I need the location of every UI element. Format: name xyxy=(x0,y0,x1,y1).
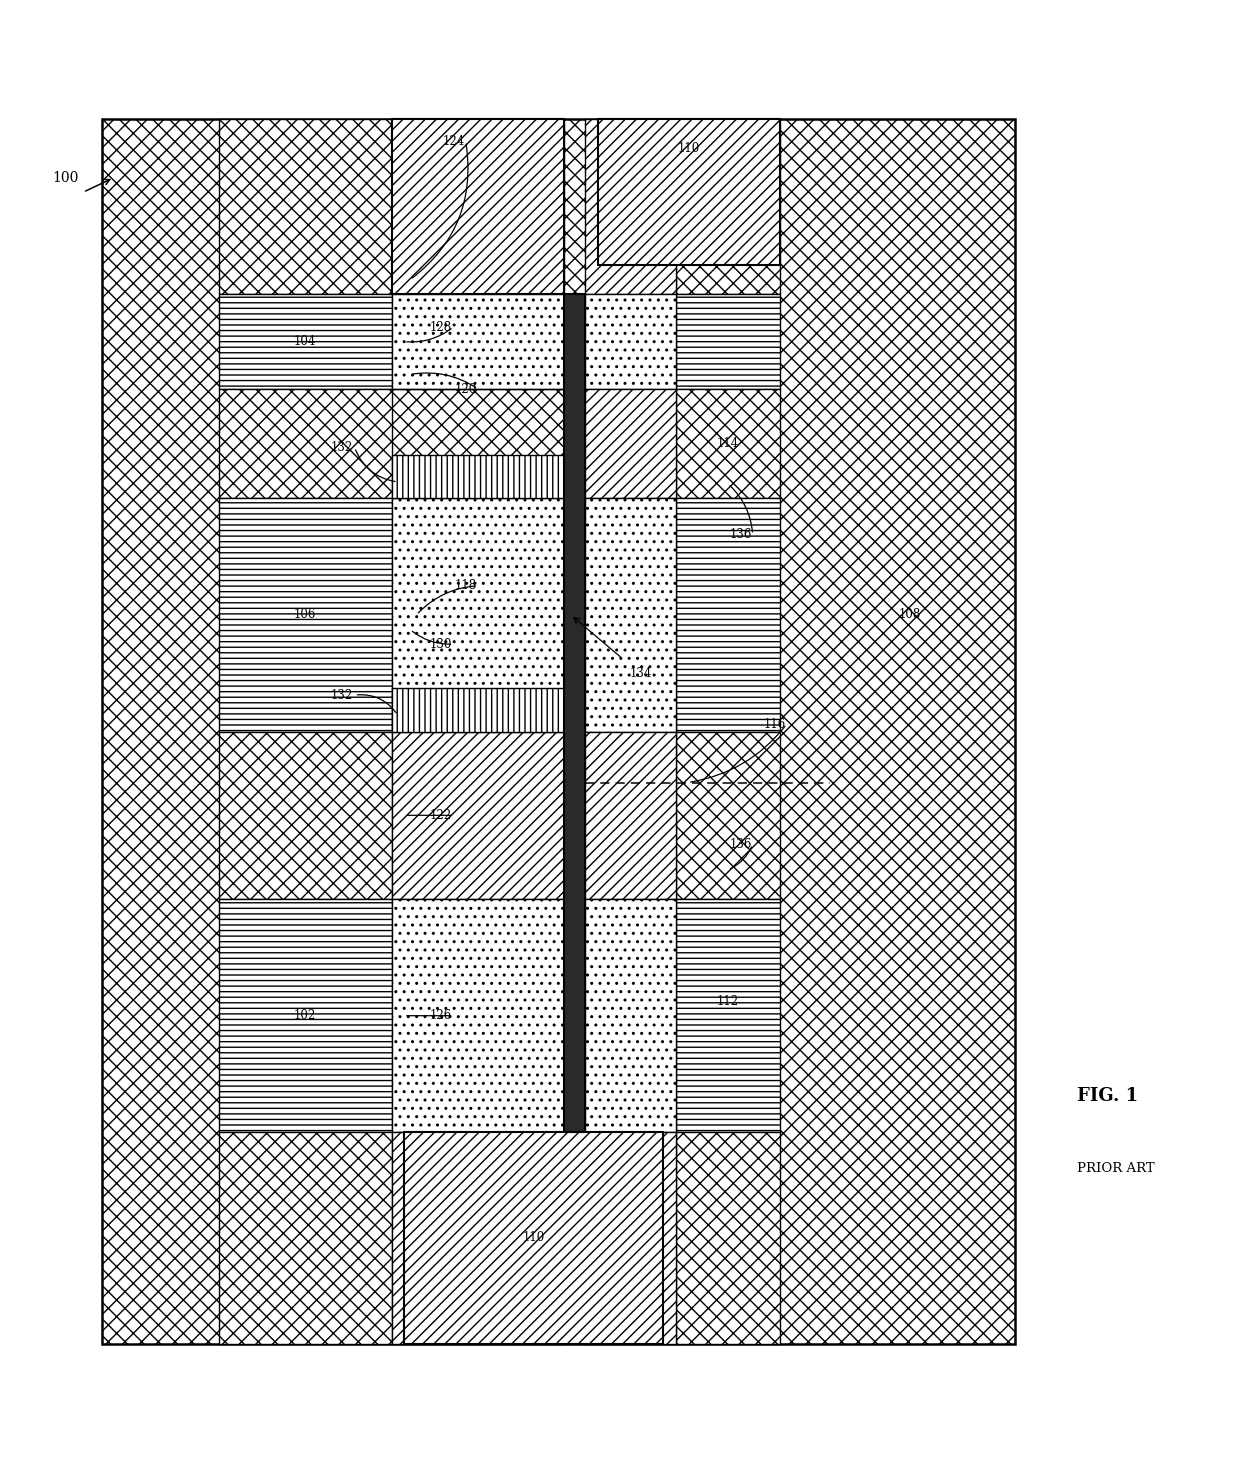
Bar xyxy=(598,120,780,265)
Bar xyxy=(392,120,564,294)
Bar xyxy=(676,389,780,499)
Bar xyxy=(392,688,564,732)
Bar xyxy=(585,389,676,499)
Text: 126: 126 xyxy=(430,1009,453,1023)
Bar xyxy=(585,732,676,900)
Bar xyxy=(676,499,780,732)
Text: 132: 132 xyxy=(331,440,353,454)
Bar xyxy=(218,1132,392,1343)
Bar xyxy=(585,900,676,1132)
Bar xyxy=(585,294,676,389)
Bar xyxy=(392,900,564,1132)
Bar xyxy=(218,499,392,732)
Text: 110: 110 xyxy=(678,142,701,155)
Text: 112: 112 xyxy=(717,995,739,1008)
Bar xyxy=(392,120,564,294)
Bar xyxy=(218,389,392,499)
Text: FIG. 1: FIG. 1 xyxy=(1076,1087,1138,1105)
Text: 102: 102 xyxy=(294,1009,316,1023)
Bar xyxy=(676,732,780,900)
Bar xyxy=(102,120,1016,1343)
Bar xyxy=(392,294,564,389)
Bar xyxy=(392,455,564,499)
Bar xyxy=(676,294,780,389)
Bar xyxy=(392,499,564,732)
Bar xyxy=(676,900,780,1132)
Text: 134: 134 xyxy=(630,667,652,680)
Text: 100: 100 xyxy=(52,171,78,184)
Bar xyxy=(218,732,392,900)
Text: 136: 136 xyxy=(729,838,751,851)
Text: 130: 130 xyxy=(430,638,453,651)
Text: 108: 108 xyxy=(899,609,921,622)
Text: 104: 104 xyxy=(294,335,316,348)
Text: 136: 136 xyxy=(729,528,751,541)
Bar xyxy=(585,120,676,294)
Text: 122: 122 xyxy=(430,809,453,822)
Bar xyxy=(218,294,392,389)
Text: 128: 128 xyxy=(430,320,453,334)
Text: 132: 132 xyxy=(331,689,353,702)
Bar xyxy=(564,294,585,1132)
Bar xyxy=(585,1132,676,1343)
Text: 116: 116 xyxy=(763,718,785,730)
Bar xyxy=(585,499,676,732)
Text: PRIOR ART: PRIOR ART xyxy=(1076,1162,1154,1175)
Text: 120: 120 xyxy=(455,382,477,395)
Text: 114: 114 xyxy=(717,437,739,451)
Bar xyxy=(676,1132,780,1343)
Bar xyxy=(392,732,564,900)
Bar xyxy=(676,120,780,294)
Text: 106: 106 xyxy=(294,609,316,622)
Bar xyxy=(218,900,392,1132)
Bar xyxy=(404,1132,663,1343)
Text: 110: 110 xyxy=(522,1232,544,1245)
Text: 118: 118 xyxy=(455,579,476,593)
Bar xyxy=(392,1132,564,1343)
Text: 124: 124 xyxy=(443,135,465,148)
Bar xyxy=(218,120,392,294)
